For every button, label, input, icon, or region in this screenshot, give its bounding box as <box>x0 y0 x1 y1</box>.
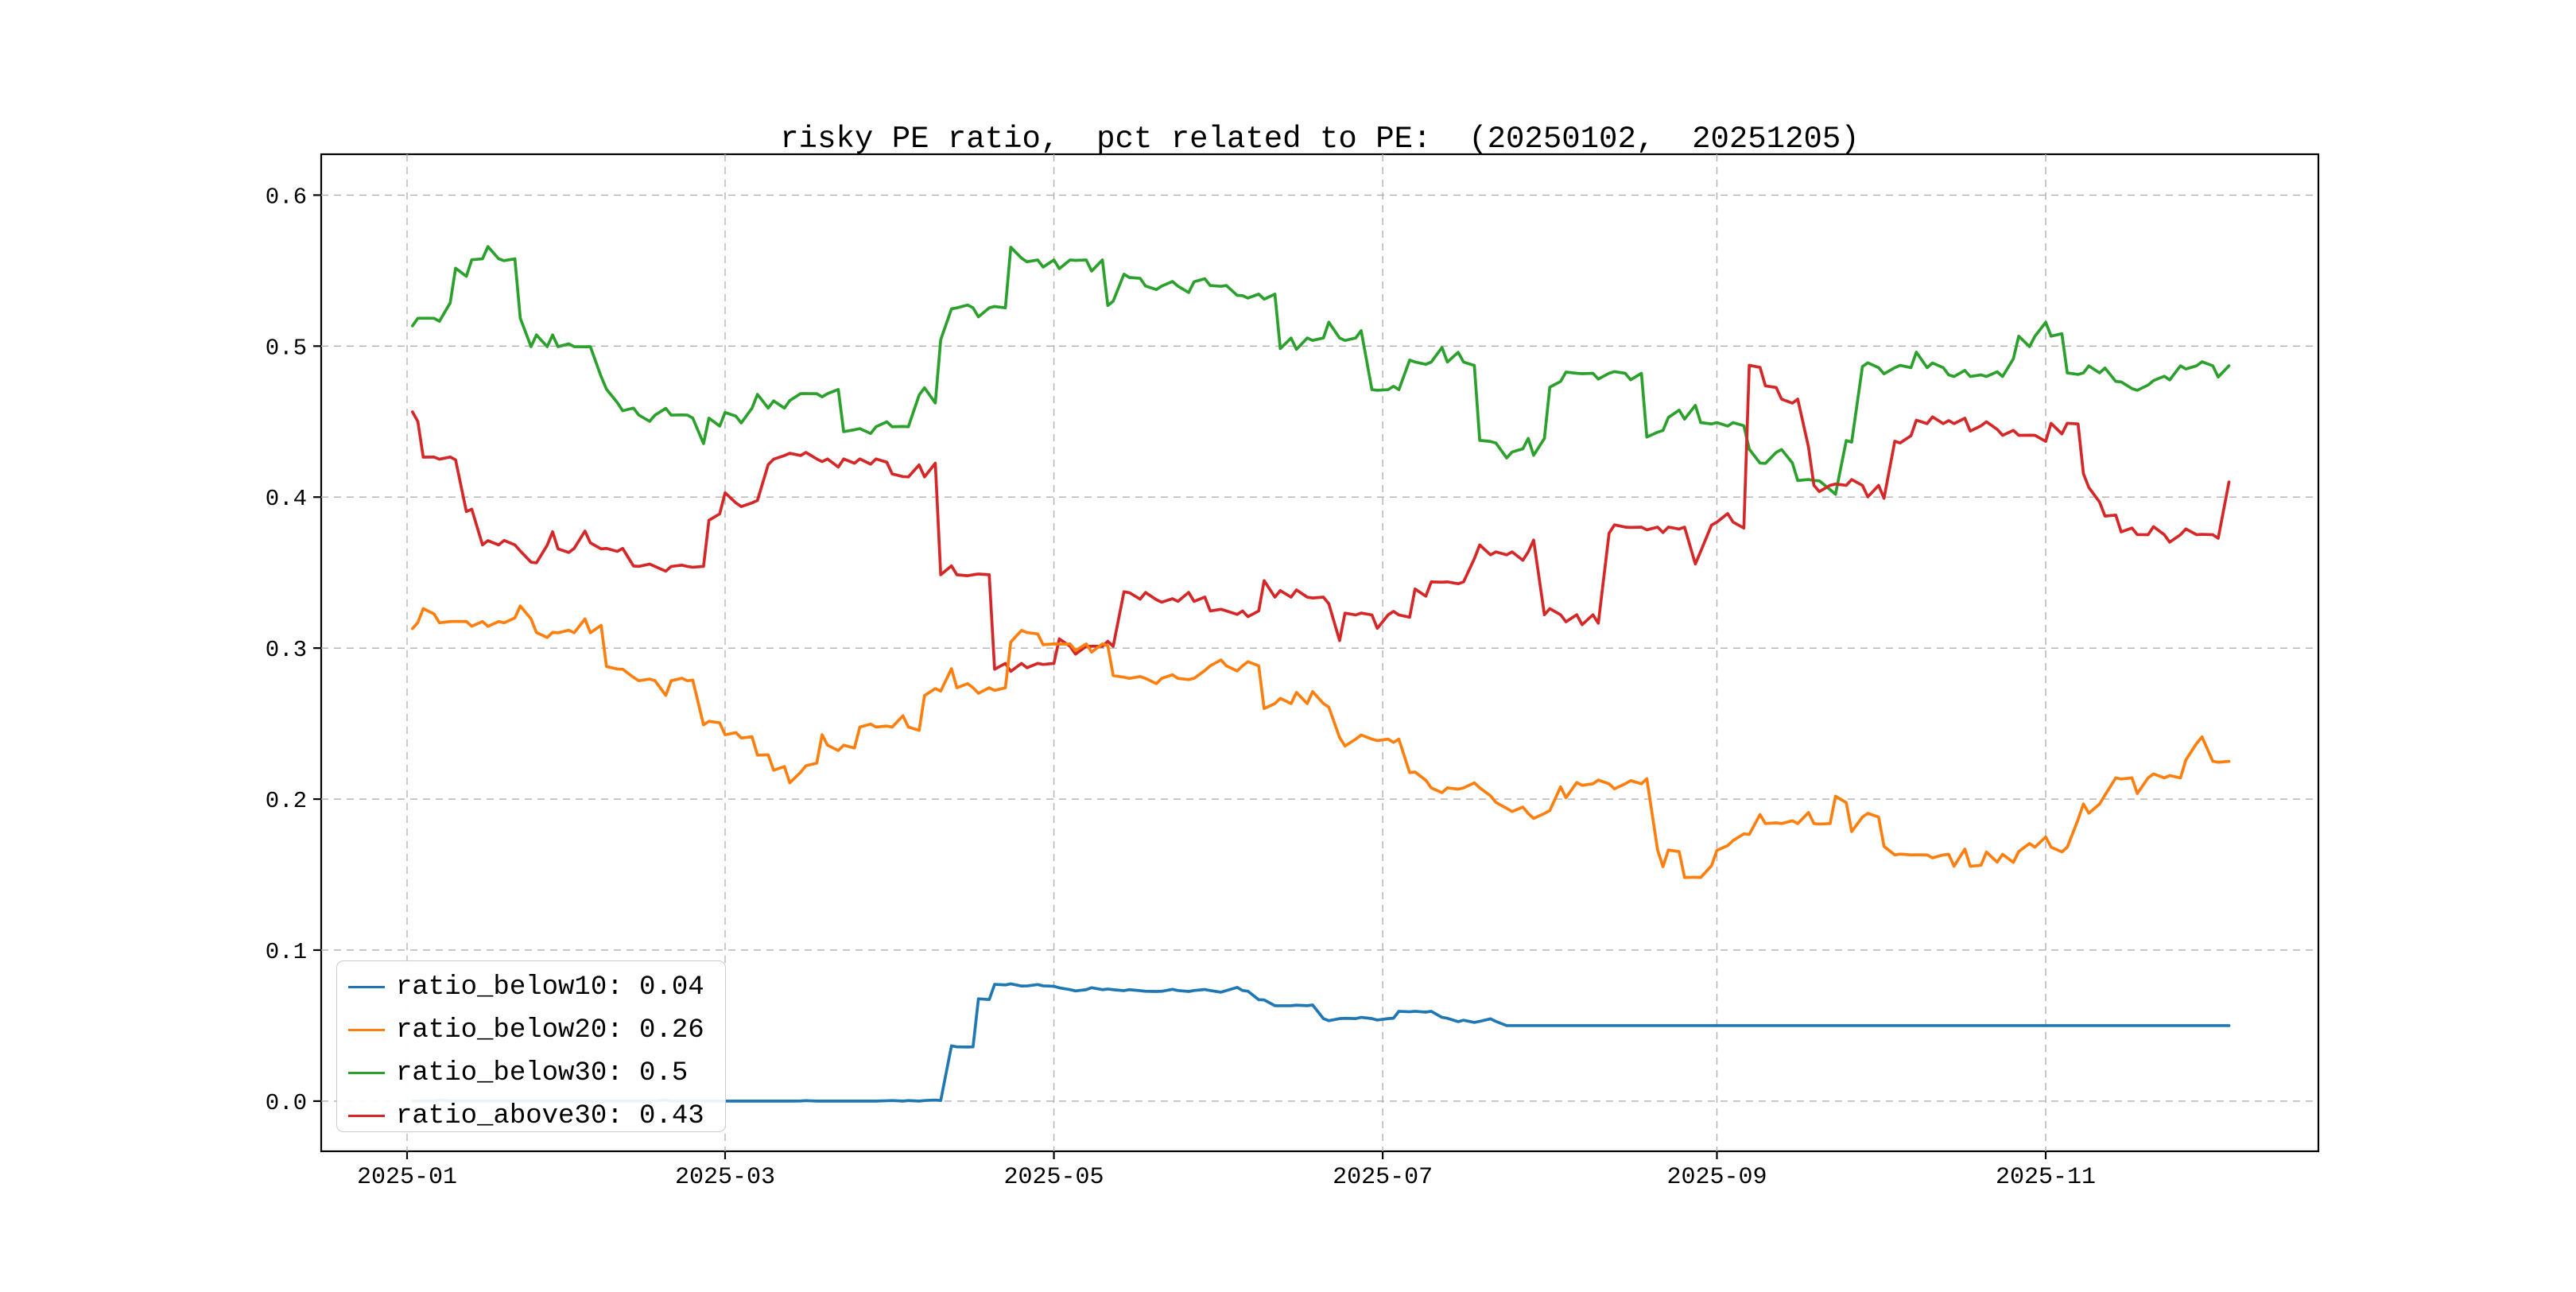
svg-text:2025-11: 2025-11 <box>1996 1164 2096 1191</box>
svg-text:2025-03: 2025-03 <box>675 1164 775 1191</box>
svg-text:2025-01: 2025-01 <box>357 1164 457 1191</box>
svg-text:0.3: 0.3 <box>266 637 307 663</box>
svg-text:2025-07: 2025-07 <box>1333 1164 1433 1191</box>
svg-text:0.2: 0.2 <box>266 788 307 814</box>
svg-text:risky PE ratio, pct related t: risky PE ratio, pct related to PE: (2025… <box>780 122 1859 157</box>
svg-text:0.1: 0.1 <box>266 939 307 965</box>
svg-text:0.0: 0.0 <box>266 1090 307 1116</box>
svg-text:2025-09: 2025-09 <box>1666 1164 1767 1191</box>
svg-text:0.5: 0.5 <box>266 335 307 361</box>
svg-text:0.6: 0.6 <box>266 184 307 210</box>
svg-text:0.4: 0.4 <box>266 486 307 512</box>
svg-text:2025-05: 2025-05 <box>1004 1164 1104 1191</box>
